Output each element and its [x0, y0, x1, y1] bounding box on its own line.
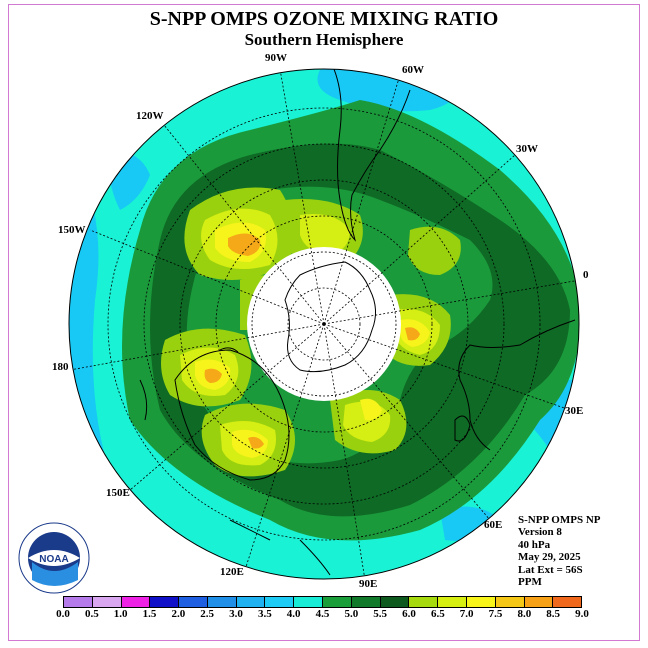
info-version: Version 8 [518, 526, 562, 539]
colorbar-segment [409, 597, 439, 607]
info-units: PPM [518, 576, 542, 589]
noaa-logo: NOAA [18, 522, 90, 594]
colorbar-tick-label: 8.5 [546, 608, 561, 620]
colorbar-segment [179, 597, 208, 607]
colorbar-tick-label: 0.5 [84, 608, 99, 620]
colorbar-segment [121, 597, 151, 607]
lon-label-90w: 90W [265, 52, 287, 64]
colorbar-segment [466, 597, 496, 607]
colorbar-segment [351, 597, 381, 607]
map-title: S-NPP OMPS OZONE MIXING RATIO [149, 8, 499, 30]
info-block: S-NPP OMPS NP Version 8 40 hPa May 29, 2… [518, 514, 601, 588]
colorbar-tick-label: 2.5 [200, 608, 215, 620]
lon-label-150e: 150E [106, 487, 130, 499]
colorbar-tick-label: 1.5 [142, 608, 157, 620]
lon-label-30e: 30E [565, 405, 584, 417]
lon-label-120w: 120W [136, 110, 164, 122]
colorbar-tick-label: 6.5 [430, 608, 445, 620]
colorbar-segment [495, 597, 525, 607]
colorbar-segment [92, 597, 122, 607]
colorbar-tick-label: 5.0 [344, 608, 359, 620]
lon-label-0: 0 [583, 269, 589, 281]
colorbar-segment [380, 597, 410, 607]
lon-label-180: 180 [52, 361, 69, 373]
colorbar-tick-label: 7.5 [488, 608, 503, 620]
colorbar-tick-label: 4.5 [315, 608, 330, 620]
map-subtitle: Southern Hemisphere [244, 30, 404, 49]
info-lat-extent: Lat Ext = 56S [518, 563, 583, 576]
colorbar-tick-label: 6.0 [402, 608, 416, 620]
map-boundary [68, 68, 580, 580]
lon-label-150w: 150W [58, 224, 86, 236]
lon-label-60e: 60E [484, 519, 503, 531]
colorbar-segment [553, 597, 582, 607]
colorbar [63, 596, 582, 608]
info-pressure: 40 hPa [518, 538, 551, 551]
lon-label-30w: 30W [516, 143, 538, 155]
colorbar-tick-label: 2.0 [171, 608, 186, 620]
colorbar-tick-label: 8.0 [517, 608, 532, 620]
colorbar-tick-label: 0.0 [56, 608, 70, 620]
ozone-field-orange [204, 233, 420, 449]
colorbar-tick-label: 3.0 [229, 608, 243, 620]
lon-label-60w: 60W [402, 64, 424, 76]
colorbar-tick-label: 1.0 [113, 608, 128, 620]
colorbar-segment [150, 597, 180, 607]
svg-text:NOAA: NOAA [39, 554, 68, 565]
colorbar-segment [236, 597, 266, 607]
colorbar-segment [64, 597, 93, 607]
colorbar-tick-label: 7.0 [459, 608, 474, 620]
colorbar-segment [294, 597, 324, 607]
lon-label-120e: 120E [220, 566, 244, 578]
colorbar-tick-label: 5.5 [373, 608, 388, 620]
meridians [69, 69, 579, 579]
colorbar-tick-label: 4.0 [286, 608, 301, 620]
coastlines [139, 69, 576, 576]
colorbar-segment [438, 597, 467, 607]
latitude-circles [107, 107, 541, 541]
info-instrument: S-NPP OMPS NP [518, 514, 601, 526]
colorbar-tick-label: 3.5 [257, 608, 272, 620]
colorbar-segment [323, 597, 352, 607]
lon-label-90e: 90E [359, 578, 378, 590]
colorbar-segment [207, 597, 237, 607]
colorbar-segment [265, 597, 295, 607]
colorbar-segment [524, 597, 554, 607]
colorbar-tick-label: 9.0 [575, 608, 589, 620]
figure-frame [8, 4, 640, 641]
info-date: May 29, 2025 [518, 551, 581, 564]
